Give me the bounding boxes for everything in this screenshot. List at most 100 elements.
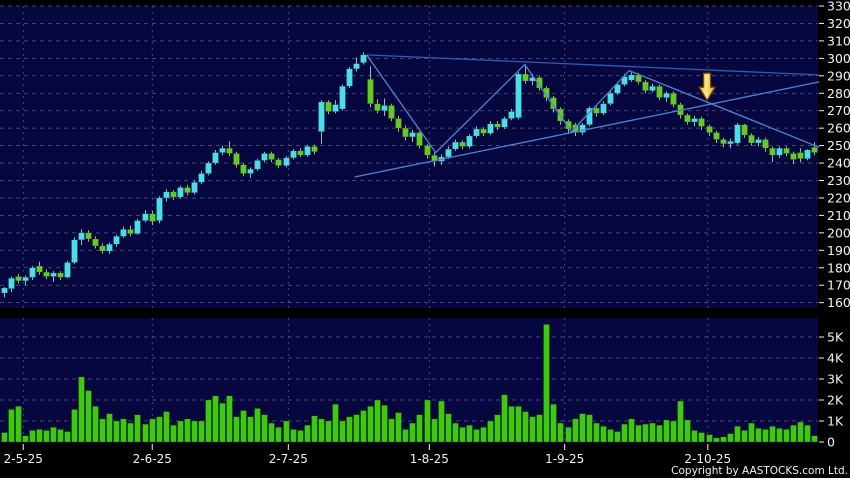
- volume-bar: [50, 427, 57, 443]
- candle: [684, 114, 691, 123]
- volume-bar: [85, 390, 92, 443]
- candle: [219, 147, 226, 153]
- price-axis-label: 220: [827, 190, 850, 205]
- candle: [92, 238, 99, 247]
- volume-axis-label: 5K: [827, 330, 844, 345]
- x-axis-label: 2-6-25: [132, 452, 172, 466]
- x-axis-label: 2-7-25: [268, 452, 308, 466]
- volume-bar: [416, 414, 423, 443]
- candle: [720, 139, 727, 145]
- volume-bar: [205, 399, 212, 443]
- candle: [424, 145, 431, 156]
- volume-bar: [1, 432, 8, 443]
- candle: [381, 105, 388, 111]
- price-axis-label: 310: [827, 33, 850, 48]
- volume-bar: [29, 430, 36, 443]
- volume-bar: [797, 421, 804, 443]
- candle: [713, 132, 720, 140]
- volume-bar: [332, 403, 339, 443]
- volume-axis-label: 3K: [827, 372, 844, 387]
- volume-bar: [663, 419, 670, 443]
- candle: [776, 147, 783, 156]
- volume-bar: [614, 431, 621, 443]
- volume-bar: [381, 405, 388, 443]
- candle: [579, 124, 586, 133]
- candle: [184, 187, 191, 193]
- price-axis-label: 330: [827, 0, 850, 14]
- candle: [64, 262, 71, 278]
- volume-bar: [769, 426, 776, 443]
- volume-bar: [254, 408, 261, 443]
- volume-bar: [8, 409, 15, 443]
- volume-bar: [677, 400, 684, 443]
- volume-bar: [706, 434, 713, 443]
- candle: [628, 74, 635, 81]
- candle: [501, 118, 508, 128]
- volume-bar: [565, 427, 572, 443]
- volume-bar: [734, 426, 741, 443]
- volume-bar: [395, 412, 402, 443]
- x-axis-label: 1-9-25: [545, 452, 585, 466]
- candle: [332, 104, 339, 112]
- volume-bar: [15, 406, 22, 443]
- volume-bar: [811, 435, 818, 443]
- candle: [29, 267, 36, 278]
- price-panel[interactable]: [0, 6, 818, 308]
- price-axis-label: 290: [827, 68, 850, 83]
- volume-bar: [572, 418, 579, 443]
- volume-bar: [374, 399, 381, 443]
- candle: [78, 232, 85, 241]
- price-axis-label: 160: [827, 295, 850, 310]
- candle: [741, 124, 748, 136]
- volume-bar: [268, 422, 275, 443]
- volume-bar: [600, 426, 607, 443]
- volume-bar: [99, 418, 106, 443]
- price-axis-label: 190: [827, 243, 850, 258]
- volume-bar: [409, 422, 416, 443]
- volume-bar: [388, 418, 395, 443]
- candle: [783, 147, 790, 154]
- x-axis-label: 2-10-25: [684, 452, 732, 466]
- volume-bar: [487, 420, 494, 443]
- volume-bar: [438, 400, 445, 443]
- volume-bar: [156, 416, 163, 443]
- candle: [367, 79, 374, 104]
- candle: [247, 168, 254, 174]
- candle: [240, 164, 247, 174]
- volume-bar: [642, 423, 649, 443]
- copyright: Copyright by AASTOCKS.com Ltd.: [671, 465, 848, 477]
- price-axis-label: 180: [827, 260, 850, 275]
- candle: [621, 76, 628, 85]
- candle: [198, 173, 205, 183]
- candle: [113, 236, 120, 245]
- price-axis-label: 170: [827, 278, 850, 293]
- volume-bar: [557, 422, 564, 443]
- volume-bar: [607, 429, 614, 443]
- volume-bar: [635, 424, 642, 443]
- candle: [177, 187, 184, 198]
- x-axis-label: 2-5-25: [3, 452, 43, 466]
- volume-bar: [550, 403, 557, 443]
- candle: [268, 153, 275, 160]
- candle: [572, 124, 579, 133]
- volume-bar: [198, 420, 205, 443]
- volume-bar: [466, 424, 473, 443]
- volume-bar: [261, 414, 268, 443]
- candle: [191, 181, 198, 193]
- volume-bar: [233, 416, 240, 443]
- candle: [522, 73, 529, 82]
- price-axis-label: 210: [827, 208, 850, 223]
- candle: [170, 191, 177, 198]
- candle: [325, 101, 332, 112]
- candle: [607, 93, 614, 104]
- volume-bar: [36, 429, 43, 443]
- volume-bar: [219, 402, 226, 443]
- candle: [409, 132, 416, 138]
- volume-bar: [191, 420, 198, 443]
- volume-bar: [424, 399, 431, 443]
- candle: [15, 276, 22, 282]
- price-axis-label: 280: [827, 86, 850, 101]
- candle: [120, 229, 127, 237]
- volume-bar: [304, 424, 311, 443]
